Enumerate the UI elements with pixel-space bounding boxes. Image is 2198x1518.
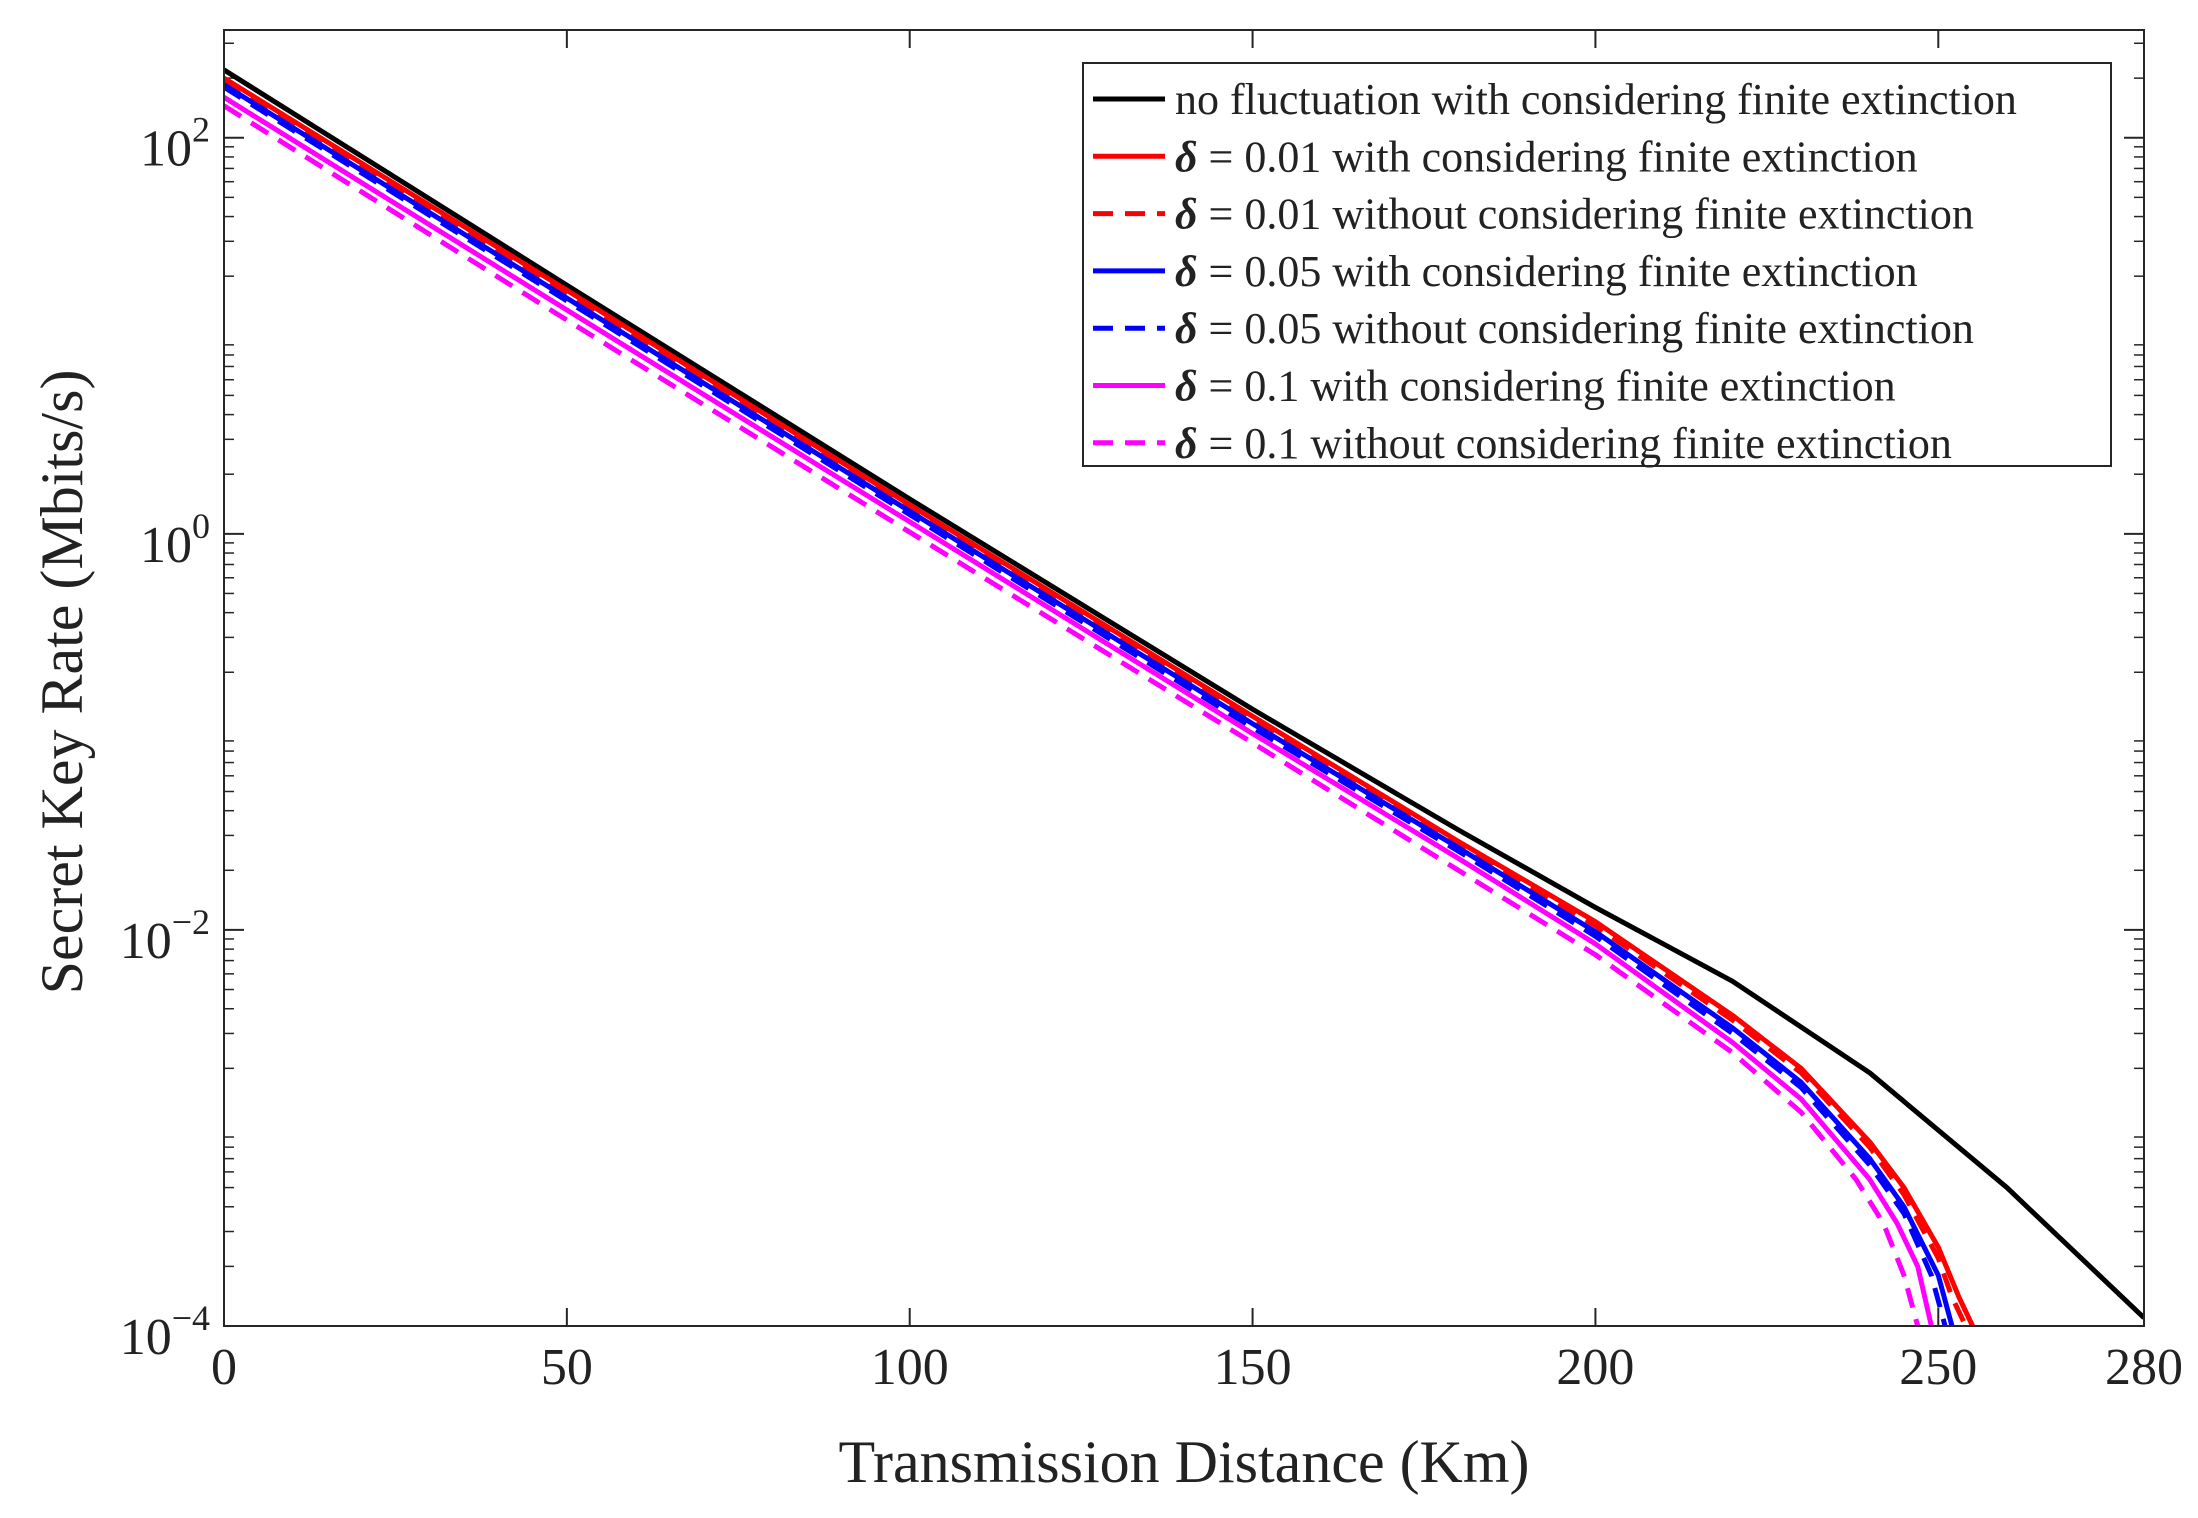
minor-ticks <box>224 42 2144 1268</box>
x-tick-label-1: 50 <box>541 1339 593 1396</box>
series-line-2 <box>224 75 1975 1326</box>
legend-label-6: δ = 0.1 with considering finite extincti… <box>1175 362 1896 411</box>
x-axis-title: Transmission Distance (Km) <box>838 1429 1529 1495</box>
legend-box <box>1082 62 2112 467</box>
series-line-5 <box>224 85 1948 1326</box>
y-tick-label-3: 10−4 <box>120 1298 210 1366</box>
y-tick-label-0: 102 <box>140 110 210 178</box>
legend: no fluctuation with considering finite e… <box>1082 62 2112 468</box>
y-tick-label-1: 100 <box>140 506 210 574</box>
series-layer <box>224 67 2144 1326</box>
x-tick-label-6: 280 <box>2105 1339 2183 1396</box>
legend-label-3: δ = 0.01 without considering finite exti… <box>1175 190 1974 239</box>
x-tick-label-5: 250 <box>1899 1339 1977 1396</box>
legend-label-2: δ = 0.01 with considering finite extinct… <box>1175 132 1918 181</box>
series-line-3 <box>224 78 1968 1326</box>
y-tick-label-2: 10−2 <box>120 902 210 970</box>
series-line-7 <box>224 103 1921 1326</box>
x-tick-label-2: 100 <box>871 1339 949 1396</box>
plot-frame <box>223 29 2145 1327</box>
legend-label-4: δ = 0.05 with considering finite extinct… <box>1175 247 1918 296</box>
x-tick-label-4: 200 <box>1556 1339 1634 1396</box>
y-axis-title: Secret Key Rate (Mbits/s) <box>29 370 95 995</box>
legend-label-1: no fluctuation with considering finite e… <box>1175 75 2017 124</box>
series-line-4 <box>224 82 1955 1326</box>
series-line-6 <box>224 95 1934 1326</box>
series-line-1 <box>224 67 2144 1320</box>
axis-ticks: 0 50 100 150 200 250 280 102 100 10−2 10−4 <box>120 30 2183 1396</box>
legend-label-5: δ = 0.05 without considering finite exti… <box>1175 304 1974 353</box>
x-tick-label-0: 0 <box>211 1339 237 1396</box>
legend-label-7: δ = 0.1 without considering finite extin… <box>1175 419 1952 468</box>
x-tick-label-3: 150 <box>1214 1339 1292 1396</box>
